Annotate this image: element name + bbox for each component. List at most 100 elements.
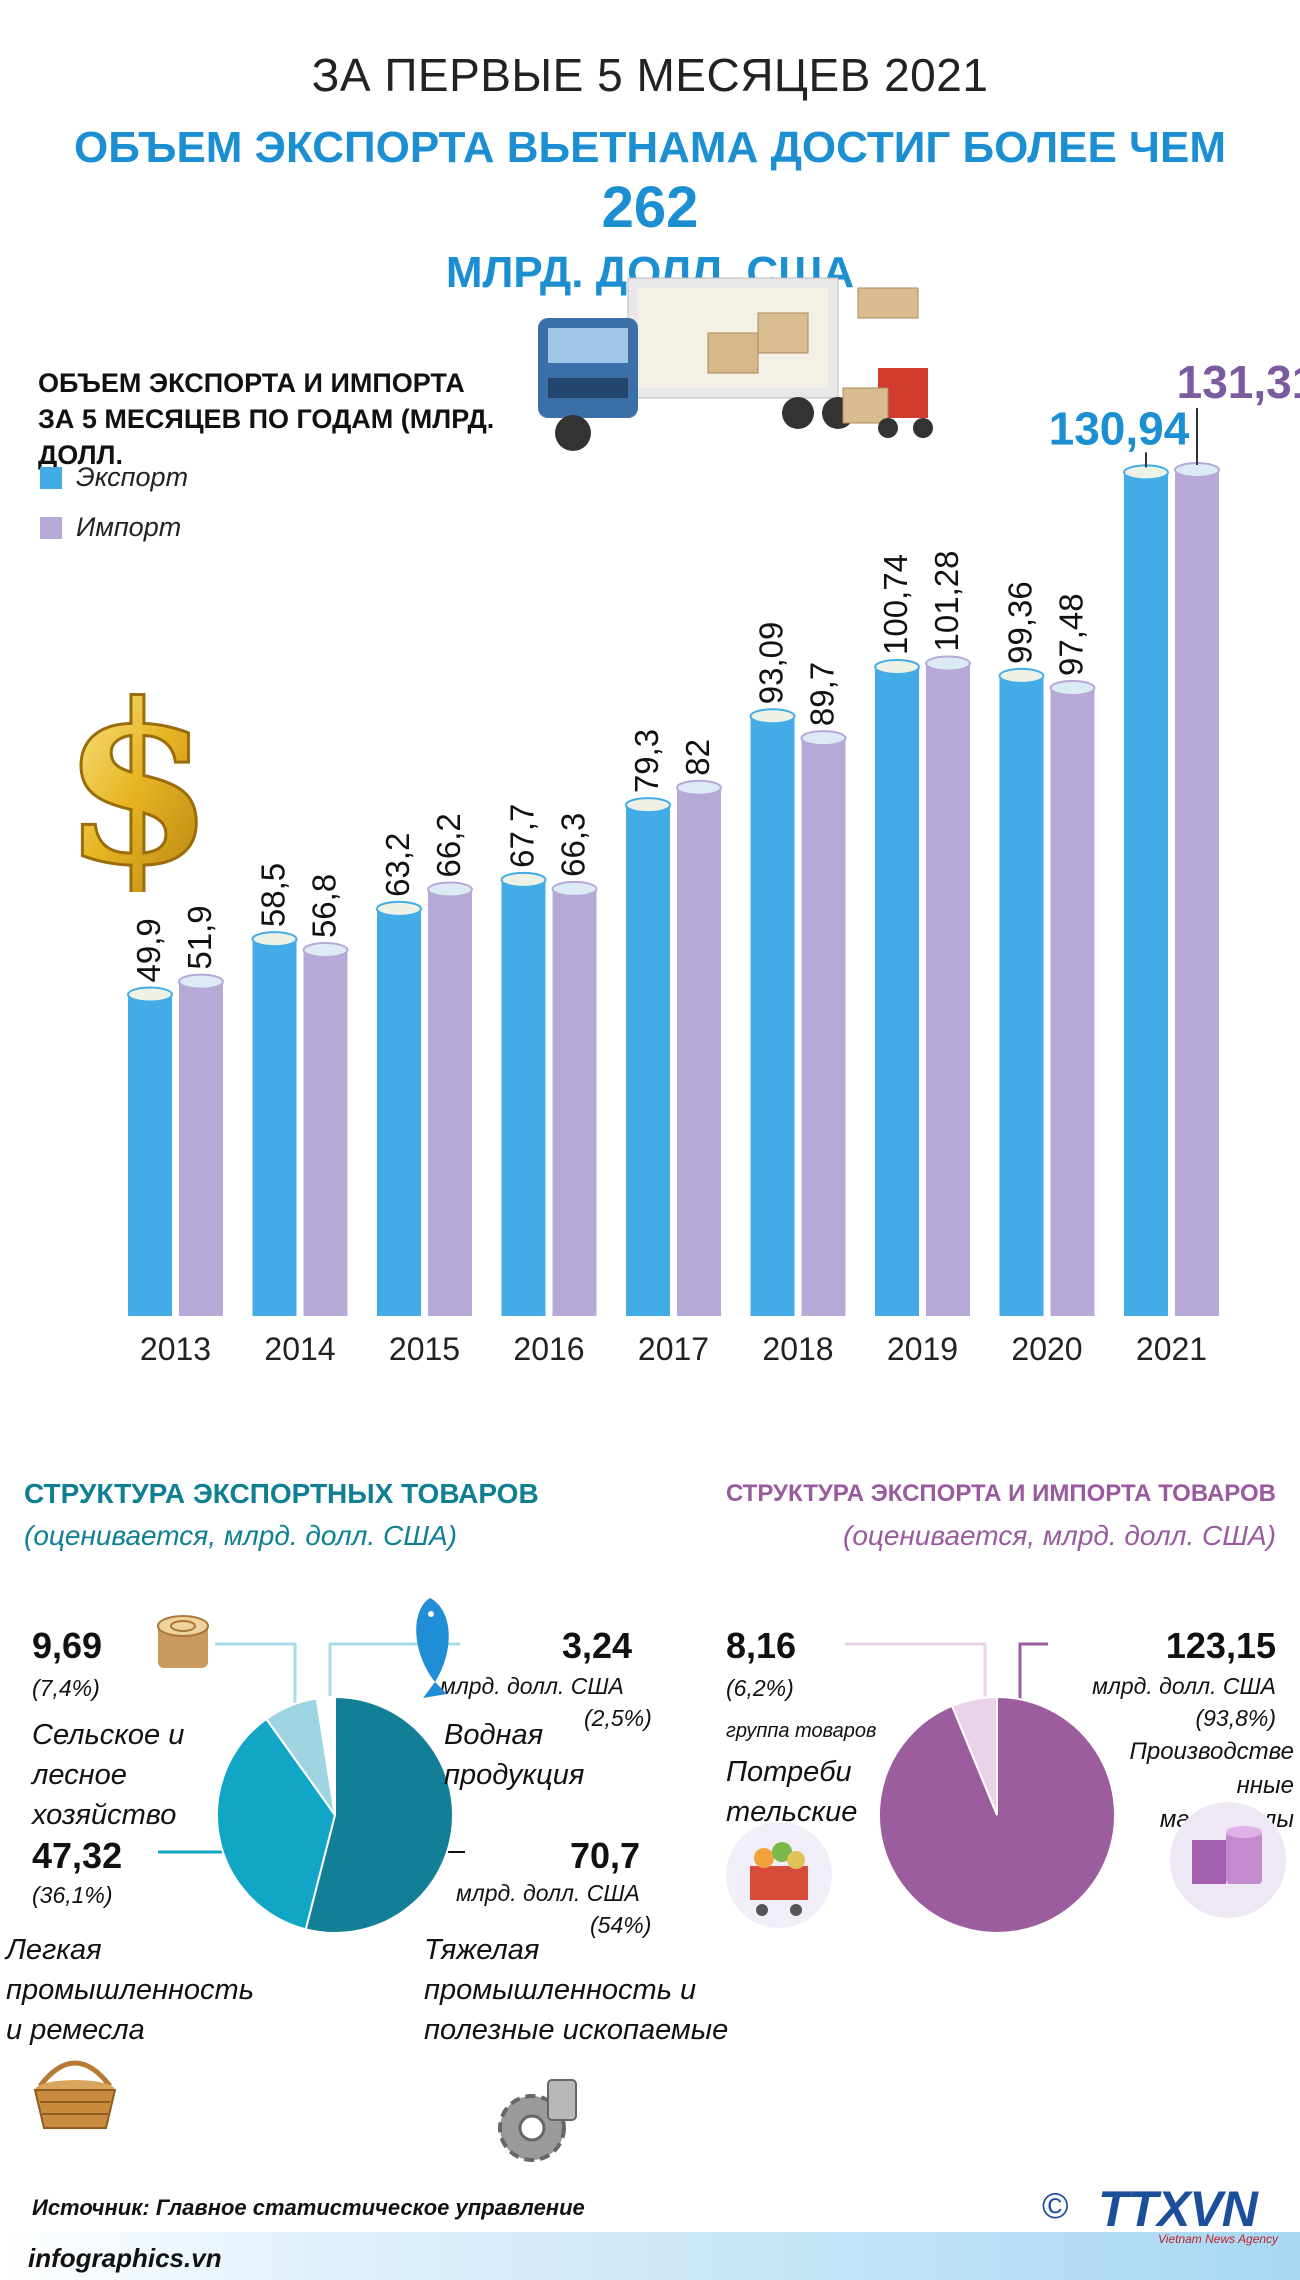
export-bar-cap-2017 xyxy=(625,797,671,814)
agri-label: Сельское и лесное хозяйство xyxy=(32,1715,184,1835)
import-bar-2018 xyxy=(801,738,846,1316)
export-value-label-2013: 49,9 xyxy=(130,918,167,982)
import-value-label-2020: 97,48 xyxy=(1053,593,1090,676)
import-bar-2013 xyxy=(179,981,223,1316)
import-bar-cap-2018 xyxy=(800,730,847,747)
import-value-label-2019: 101,28 xyxy=(928,551,965,652)
import-bar-cap-2016 xyxy=(551,880,598,897)
export-bar-cap-2014 xyxy=(251,931,298,948)
materials-label-line: нные xyxy=(1236,1772,1294,1799)
import-bar-cap-2021 xyxy=(1174,462,1220,478)
export-value-label-2016: 67,7 xyxy=(504,804,541,868)
export-value-label-2020: 99,36 xyxy=(1002,581,1039,664)
import-bar-2015 xyxy=(428,889,472,1316)
aquatic-value: 3,24 xyxy=(562,1625,633,1666)
year-label-2015: 2015 xyxy=(389,1331,460,1367)
export-bar-cap-2015 xyxy=(376,900,422,917)
agri-pct: (7,4%) xyxy=(32,1675,100,1701)
headline-value: 262 xyxy=(601,175,699,240)
legend-export-label: Экспорт xyxy=(76,462,189,492)
export-bar-2021 xyxy=(1124,472,1168,1317)
ttxvn-logo-subtitle: Vietnam News Agency xyxy=(1158,2232,1279,2246)
export-structure-title: СТРУКТУРА ЭКСПОРТНЫХ ТОВАРОВ xyxy=(24,1478,539,1509)
export-bar-2013 xyxy=(128,994,172,1316)
heavy-industry-pct: (54%) xyxy=(590,1912,652,1938)
heavy-industry-label-line: промышленность и xyxy=(424,1974,697,2006)
agri-label-line: хозяйство xyxy=(32,1799,177,1831)
year-label-2017: 2017 xyxy=(638,1331,709,1367)
import-value-label-2013: 51,9 xyxy=(181,905,218,969)
heavy-industry-label-line: Тяжелая xyxy=(424,1934,540,1966)
export-pie-slice-3 xyxy=(315,1695,336,1816)
trade-structure-title: СТРУКТУРА ЭКСПОРТА И ИМПОРТА ТОВАРОВ xyxy=(725,1480,1276,1507)
export-value-label-2015: 63,2 xyxy=(379,833,416,897)
consumer-pct: (6,2%) xyxy=(726,1675,794,1701)
export-bar-2016 xyxy=(501,879,546,1316)
import-value-label-2015: 66,2 xyxy=(430,813,467,877)
chart-title: ОБЪЕМ ЭКСПОРТА И ИМПОРТА ЗА 5 МЕСЯЦЕВ ПО… xyxy=(38,368,495,470)
materials-pct: (93,8%) xyxy=(1195,1705,1276,1731)
light-industry-pct: (36,1%) xyxy=(32,1882,113,1908)
year-label-2020: 2020 xyxy=(1011,1331,1082,1367)
headline: ОБЪЕМ ЭКСПОРТА ВЬЕТНАМА ДОСТИГ БОЛЕЕ ЧЕМ… xyxy=(60,118,1240,303)
aquatic-pct: (2,5%) xyxy=(584,1705,652,1731)
dollar-icon: $ xyxy=(60,672,216,892)
import-bar-cap-2019 xyxy=(925,655,971,672)
export-bar-2020 xyxy=(999,675,1044,1316)
import-bar-cap-2015 xyxy=(427,881,473,898)
heavy-industry-unit: млрд. долл. США xyxy=(456,1880,640,1906)
export-structure-subtitle: (оценивается, млрд. долл. США) xyxy=(24,1520,457,1551)
light-industry-value: 47,32 xyxy=(32,1835,123,1876)
year-label-2016: 2016 xyxy=(513,1331,584,1367)
export-value-label-2017: 79,3 xyxy=(628,729,665,793)
import-value-label-2018: 89,7 xyxy=(804,662,841,726)
wood-log-icon xyxy=(157,1615,209,1668)
agri-label-line: Сельское и xyxy=(32,1719,185,1751)
materials-unit: млрд. долл. США xyxy=(1092,1673,1276,1699)
year-label-2019: 2019 xyxy=(887,1331,958,1367)
consumer-value: 8,16 xyxy=(726,1625,797,1666)
export-value-label-2018: 93,09 xyxy=(753,622,790,705)
aquatic-label-line: Водная xyxy=(444,1719,544,1751)
legend-import: Импорт xyxy=(40,512,181,543)
fish-icon xyxy=(416,1598,449,1698)
import-bar-cap-2017 xyxy=(676,779,722,796)
import-value-label-2017: 82 xyxy=(679,739,716,776)
export-pie-slice-1 xyxy=(216,1717,337,1931)
materials-value: 123,15 xyxy=(1165,1625,1276,1666)
export-bar-cap-2021 xyxy=(1123,464,1169,481)
page-title: ЗА ПЕРВЫЕ 5 МЕСЯЦЕВ 2021 xyxy=(311,49,989,101)
basket-icon xyxy=(33,2060,117,2129)
legend-import-label: Импорт xyxy=(76,512,182,542)
export-bar-cap-2020 xyxy=(998,667,1045,684)
import-value-label-2021: 131,31 xyxy=(1177,356,1300,408)
source-note: Источник: Главное статистическое управле… xyxy=(32,2195,585,2220)
import-bar-cap-2013 xyxy=(178,973,224,990)
heavy-industry-label: Тяжелая промышленность и полезные ископа… xyxy=(424,1930,728,2050)
export-bar-2017 xyxy=(626,805,670,1316)
legend-export: Экспорт xyxy=(40,462,188,493)
consumer-label-line: Потреби xyxy=(726,1756,852,1788)
legend-export-swatch xyxy=(40,466,62,489)
export-bar-cap-2016 xyxy=(500,871,547,888)
year-label-2014: 2014 xyxy=(264,1331,335,1367)
export-value-label-2021: 130,94 xyxy=(1049,402,1190,454)
export-bar-cap-2019 xyxy=(874,658,920,675)
aquatic-label-line: продукция xyxy=(444,1759,585,1791)
gear-piston-icon xyxy=(498,2079,577,2162)
light-industry-label-line: промышленность xyxy=(6,1974,254,2006)
agri-value: 9,69 xyxy=(32,1625,103,1666)
site-link[interactable]: infographics.vn xyxy=(28,2243,222,2273)
export-value-label-2014: 58,5 xyxy=(255,863,292,927)
export-value-label-2019: 100,74 xyxy=(877,554,914,655)
aquatic-label: Водная продукция xyxy=(444,1715,584,1795)
export-bar-cap-2018 xyxy=(749,708,796,725)
export-bar-2015 xyxy=(377,908,421,1316)
copyright-mark: © xyxy=(1042,2185,1069,2226)
export-bar-2018 xyxy=(750,716,795,1316)
svg-text:$: $ xyxy=(61,672,214,892)
import-bar-cap-2020 xyxy=(1049,679,1096,696)
import-bar-2020 xyxy=(1050,687,1095,1316)
consumer-label-line: тельские xyxy=(726,1796,858,1828)
shopping-cart-icon xyxy=(726,1822,832,1928)
